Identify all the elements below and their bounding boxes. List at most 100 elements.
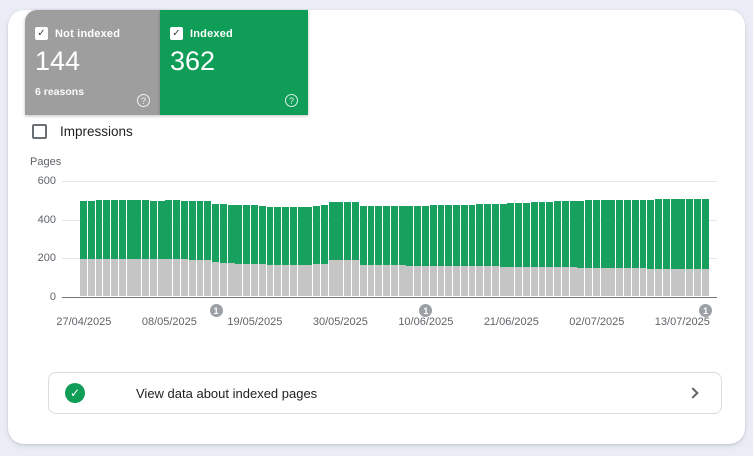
not-indexed-reasons-link[interactable]: 6 reasons [35,86,85,98]
chart-bar[interactable] [328,201,336,297]
annotation-marker[interactable]: 1 [419,304,433,317]
chart-bar[interactable] [414,206,422,297]
chart-bar[interactable] [165,200,173,297]
chart-bar[interactable] [243,205,251,297]
chart-bar[interactable] [344,201,352,297]
not-indexed-segment [118,259,126,297]
chart-bar[interactable] [219,204,227,297]
chart-bar[interactable] [662,199,670,297]
help-icon[interactable]: ? [285,94,298,107]
chart-bar[interactable] [515,202,523,297]
chart-bar[interactable] [320,205,328,297]
chart-bar[interactable] [686,199,694,297]
chart-bar[interactable] [624,199,631,297]
chart-bar[interactable] [390,206,398,297]
chart-bar[interactable] [538,201,546,297]
chart-bar[interactable] [631,199,639,297]
not-indexed-card[interactable]: ✓ Not indexed 144 6 reasons ? [25,10,160,115]
help-icon[interactable]: ? [137,94,150,107]
chart-bar[interactable] [468,204,476,297]
chart-bar[interactable] [701,199,709,297]
not-indexed-segment [600,268,608,297]
chart-bar[interactable] [188,201,196,297]
chart-bar[interactable] [258,206,266,297]
chart-bar[interactable] [142,200,150,297]
chart-bar[interactable] [95,200,103,297]
chart-bar[interactable] [181,200,188,297]
chart-bar[interactable] [647,199,655,297]
chart-bar[interactable] [274,206,282,297]
chart-bar[interactable] [678,199,686,297]
chart-bar[interactable] [484,204,492,297]
chart-bar[interactable] [398,206,406,297]
chart-bar[interactable] [336,201,344,297]
not-indexed-checkbox[interactable]: ✓ [35,27,48,40]
chart-bar[interactable] [305,207,313,297]
chart-bar[interactable] [352,202,359,297]
chart-bar[interactable] [670,199,678,297]
chart-bar[interactable] [608,200,616,297]
indexed-checkbox[interactable]: ✓ [170,27,183,40]
chart-bar[interactable] [126,200,134,297]
indexed-segment [196,201,204,260]
impressions-toggle[interactable]: Impressions [32,124,133,139]
chart-bar[interactable] [546,201,554,297]
chart-bar[interactable] [429,205,437,297]
chart-bar[interactable] [453,205,460,297]
chart-bar[interactable] [359,206,367,297]
chart-bar[interactable] [134,200,142,297]
chart-bar[interactable] [212,203,219,297]
chart-bar[interactable] [173,200,181,297]
chart-bar[interactable] [507,203,515,297]
view-indexed-data-button[interactable]: ✓ View data about indexed pages [48,372,722,414]
annotation-marker[interactable]: 1 [209,304,223,317]
not-indexed-segment [282,264,289,297]
chart-bar[interactable] [266,206,274,297]
chart-bar[interactable] [460,204,468,297]
chart-bar[interactable] [80,200,87,297]
chart-bar[interactable] [282,206,289,297]
chart-bar[interactable] [585,200,593,297]
chart-bar[interactable] [554,201,561,297]
chart-bar[interactable] [250,205,258,297]
chart-bar[interactable] [445,205,453,297]
chart-bar[interactable] [383,206,390,297]
chart-bar[interactable] [421,206,429,297]
chart-bar[interactable] [149,200,157,297]
impressions-checkbox[interactable] [32,124,47,139]
chart-bar[interactable] [367,206,375,297]
chart-bar[interactable] [693,199,701,297]
chart-bar[interactable] [569,200,577,297]
chart-bar[interactable] [577,200,585,297]
chart-bar[interactable] [87,200,95,297]
annotation-marker[interactable]: 1 [699,304,713,317]
chart-bar[interactable] [655,199,663,297]
chart-bar[interactable] [616,200,624,297]
check-circle-icon: ✓ [65,383,85,403]
chart-bar[interactable] [289,206,297,297]
chart-bar[interactable] [297,207,305,297]
chart-bar[interactable] [600,200,608,297]
indexed-card[interactable]: ✓ Indexed 362 ? [160,10,308,115]
chart-bar[interactable] [103,200,111,297]
chart-bar[interactable] [530,202,538,297]
chart-bar[interactable] [157,200,165,297]
chart-bar[interactable] [437,205,445,297]
chart-bar[interactable] [592,200,600,297]
chart-bar[interactable] [499,203,507,297]
chart-bar[interactable] [375,206,383,297]
indexed-segment [212,203,219,263]
chart-bar[interactable] [476,204,484,297]
chart-bar[interactable] [491,203,499,297]
chart-bar[interactable] [118,200,126,297]
chart-bar[interactable] [406,206,414,297]
chart-bar[interactable] [204,201,212,297]
chart-bar[interactable] [196,201,204,297]
chart-bar[interactable] [639,199,647,297]
chart-bar[interactable] [235,205,243,297]
chart-bar[interactable] [111,200,118,297]
chart-bar[interactable] [523,202,530,297]
chart-bar[interactable] [313,205,321,297]
chart-bar[interactable] [561,201,569,297]
chart-bar[interactable] [227,204,235,297]
